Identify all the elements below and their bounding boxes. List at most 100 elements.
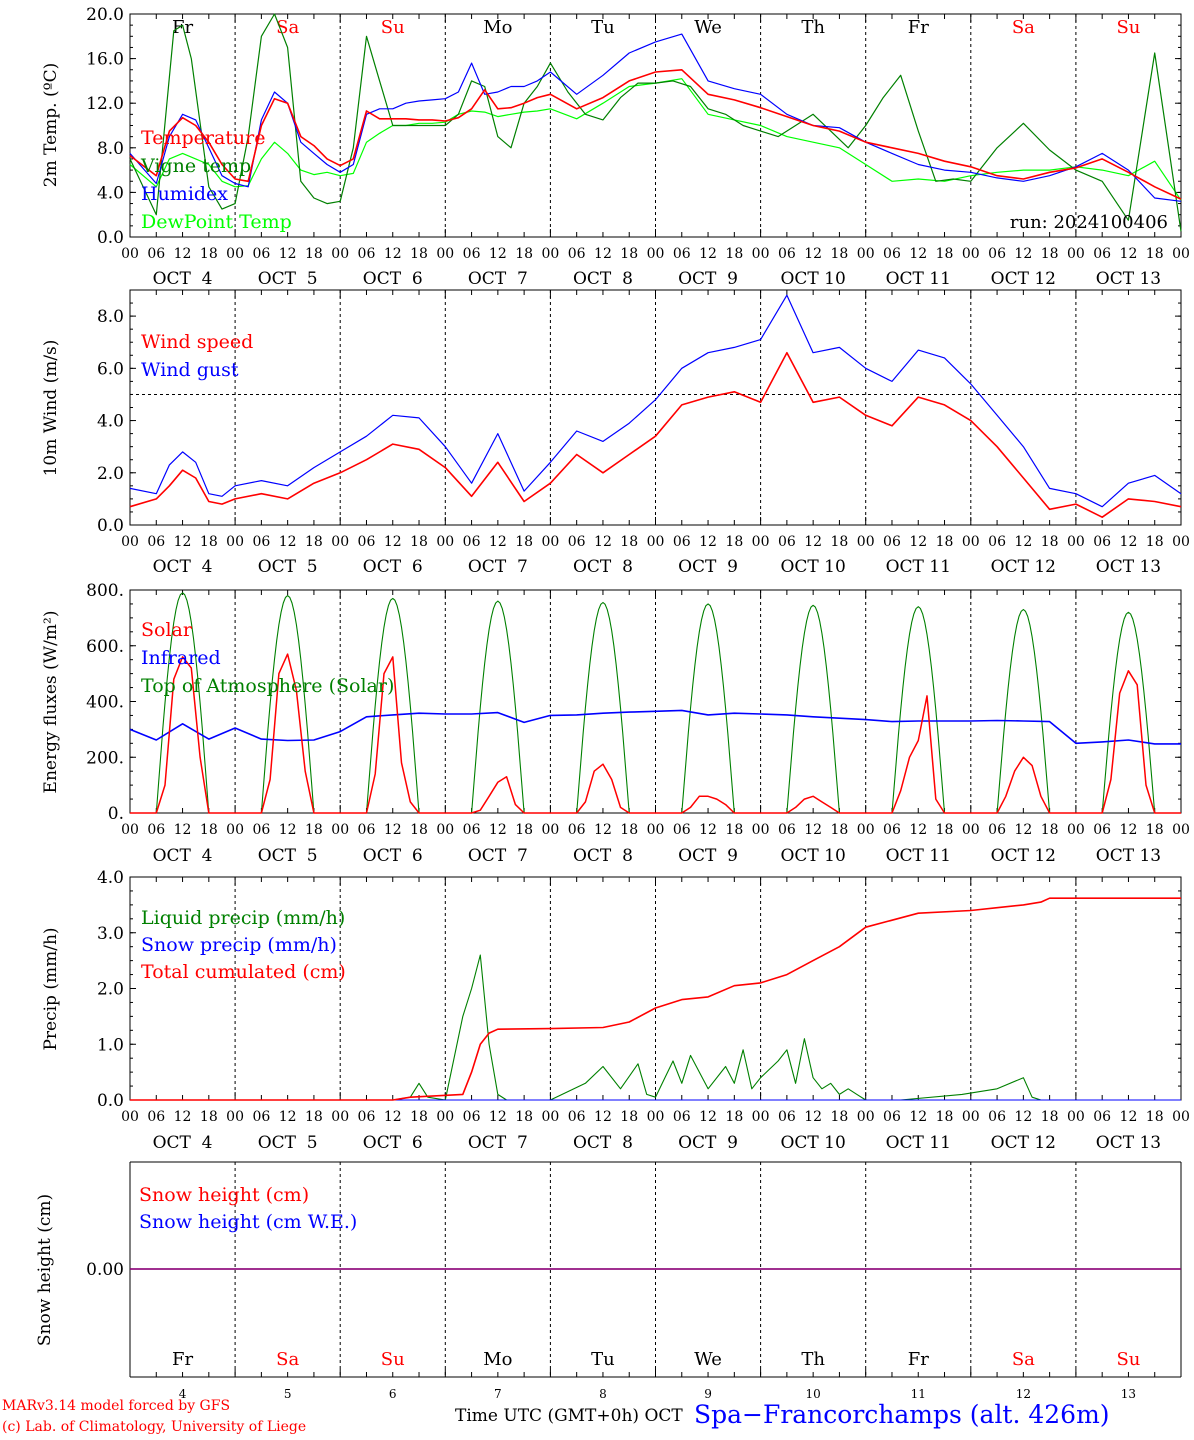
hour-tick-label: 06	[358, 246, 376, 262]
hour-tick-label: 06	[883, 246, 901, 262]
hour-tick-label: 06	[147, 1109, 165, 1125]
hour-tick-label: 06	[883, 534, 901, 550]
y-tick-label: 6.0	[97, 359, 124, 379]
hour-tick-label: 06	[988, 1109, 1006, 1125]
date-label: OCT 11	[886, 846, 951, 866]
hour-tick-label: 12	[279, 534, 297, 550]
hour-tick-label: 18	[200, 1109, 218, 1125]
legend-entry: Snow height (cm W.E.)	[139, 1211, 357, 1233]
hour-tick-label: 12	[384, 534, 402, 550]
hour-tick-label: 06	[252, 822, 270, 838]
hour-tick-label: 00	[1172, 534, 1190, 550]
hour-tick-label: 00	[962, 822, 980, 838]
series-solar-day	[235, 653, 341, 814]
y-axis-label: Energy fluxes (W/m²)	[41, 611, 61, 794]
hour-tick-label: 18	[831, 1109, 849, 1125]
hour-tick-label: 12	[594, 1109, 612, 1125]
hour-tick-label: 06	[147, 534, 165, 550]
hour-tick-label: 12	[699, 534, 717, 550]
panel-snow: 0.00 Snow height (cm) Snow height (cm) Snow…	[35, 1161, 1182, 1401]
legend-entry: Wind speed	[141, 331, 253, 353]
hour-tick-label: 00	[1172, 246, 1190, 262]
date-label: OCT 9	[678, 846, 738, 866]
legend-entry: Liquid precip (mm/h)	[141, 907, 345, 929]
hour-tick-label: 00	[1172, 1109, 1190, 1125]
hour-tick-label: 00	[647, 1109, 665, 1125]
hour-tick-label: 18	[620, 1109, 638, 1125]
date-label: OCT 11	[886, 1133, 951, 1153]
legend-entry: Total cumulated (cm)	[141, 961, 346, 983]
hour-tick-label: 18	[410, 246, 428, 262]
y-tick-label: 1.0	[97, 1035, 124, 1055]
hour-tick-label: 06	[1093, 822, 1111, 838]
hour-tick-label: 18	[620, 822, 638, 838]
hour-tick-label: 00	[1067, 246, 1085, 262]
panel-energy: Energy fluxes (W/m²) 0. 200. 400. 600. 800. 00…	[41, 581, 1190, 866]
hour-tick-label: 06	[673, 822, 691, 838]
hour-tick-label: 18	[515, 246, 533, 262]
date-label: OCT 5	[258, 846, 318, 866]
day-number-label: 9	[704, 1387, 712, 1401]
hour-tick-label: 00	[962, 246, 980, 262]
series-solar-day	[445, 776, 551, 814]
hour-tick-label: 12	[384, 246, 402, 262]
hour-tick-label: 18	[725, 534, 743, 550]
y-tick-label: 0.	[108, 804, 124, 824]
day-number-label: 13	[1121, 1387, 1136, 1401]
series-solar-day	[1075, 670, 1181, 814]
weekday-label: We	[694, 1349, 722, 1370]
date-label: OCT 4	[153, 269, 213, 289]
hour-tick-label: 06	[463, 246, 481, 262]
series-solar-day	[760, 795, 866, 814]
hour-tick-label: 00	[541, 246, 559, 262]
weekday-label: Tu	[591, 17, 615, 38]
hour-tick-label: 12	[174, 822, 192, 838]
hour-tick-label: 00	[121, 1109, 139, 1125]
date-label: OCT 6	[363, 1133, 423, 1153]
date-label: OCT 6	[363, 557, 423, 577]
legend-entry: Top of Atmosphere (Solar)	[141, 675, 394, 697]
weekday-label: Fr	[908, 1349, 929, 1370]
date-label: OCT 9	[678, 269, 738, 289]
hour-tick-label: 12	[1120, 822, 1138, 838]
y-tick-label: 400.	[86, 693, 124, 713]
date-label: OCT 10	[780, 269, 845, 289]
credit-lab: (c) Lab. of Climatology, University of L…	[2, 1419, 307, 1435]
y-tick-label: 8.0	[97, 139, 124, 159]
hour-tick-label: 06	[778, 822, 796, 838]
time-axis-label: Time UTC (GMT+0h) OCT	[455, 1406, 683, 1426]
panel-temperature: 2m Temp. (ºC) 0.0 4.0 8.0 12.0 16.0 20.0 00 06 12…	[41, 5, 1190, 289]
hour-tick-label: 00	[436, 822, 454, 838]
series-toa-solar-day	[445, 600, 551, 814]
hour-tick-label: 18	[936, 822, 954, 838]
hour-tick-label: 18	[1146, 822, 1164, 838]
series-toa-solar-day	[760, 604, 866, 814]
hour-tick-label: 06	[883, 822, 901, 838]
hour-tick-label: 06	[778, 534, 796, 550]
date-label: OCT 5	[258, 1133, 318, 1153]
hour-tick-label: 00	[226, 822, 244, 838]
hour-tick-label: 06	[988, 822, 1006, 838]
hour-tick-label: 06	[147, 822, 165, 838]
date-label: OCT 10	[780, 557, 845, 577]
y-tick-label: 4.0	[97, 868, 124, 888]
hour-tick-label: 18	[410, 534, 428, 550]
date-label: OCT 13	[1096, 1133, 1161, 1153]
series-total-cumulated-cm-	[130, 897, 1181, 1101]
hour-tick-label: 12	[1014, 822, 1032, 838]
hour-tick-label: 12	[699, 822, 717, 838]
hour-tick-label: 12	[594, 822, 612, 838]
hour-tick-label: 06	[568, 1109, 586, 1125]
hour-tick-label: 12	[384, 1109, 402, 1125]
hour-tick-label: 06	[358, 534, 376, 550]
weekday-label: Sa	[276, 1349, 299, 1370]
hour-tick-label: 06	[778, 1109, 796, 1125]
weekday-label: Su	[1116, 17, 1140, 38]
hour-tick-label: 06	[1093, 246, 1111, 262]
hour-tick-label: 18	[515, 1109, 533, 1125]
date-label: OCT 5	[258, 269, 318, 289]
date-label: OCT 11	[886, 269, 951, 289]
series-solar-day	[970, 756, 1076, 814]
hour-tick-label: 00	[857, 822, 875, 838]
hour-tick-label: 18	[1146, 534, 1164, 550]
